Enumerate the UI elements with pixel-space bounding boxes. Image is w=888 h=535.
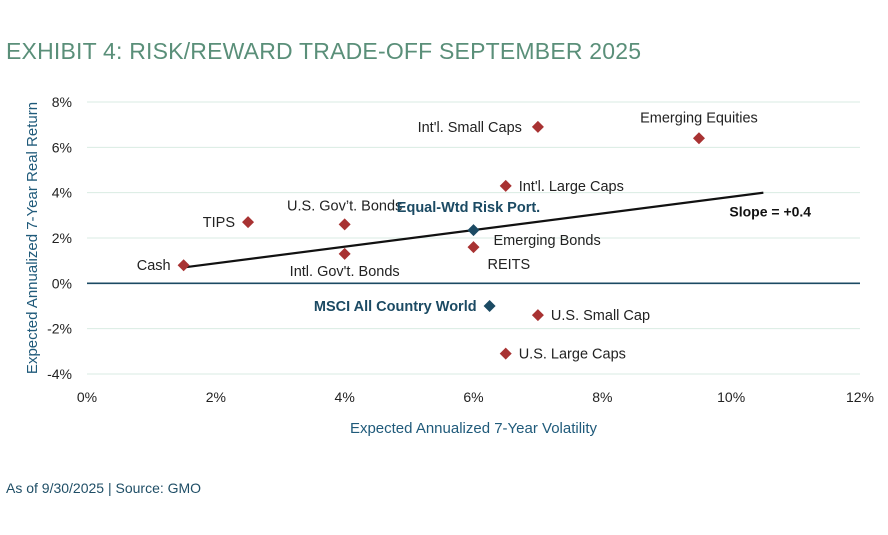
x-tick-label: 10% [717, 389, 745, 405]
point-u-s-large-caps [499, 347, 512, 360]
label-tips: TIPS [203, 215, 235, 231]
label-int-l-small-caps: Int'l. Small Caps [418, 120, 522, 136]
y-axis-label: Expected Annualized 7-Year Real Return [24, 102, 41, 374]
label-u-s-gov-t-bonds: U.S. Gov’t. Bonds [287, 198, 402, 214]
point-msci-all-country-world [483, 300, 496, 312]
y-tick-label: -2% [47, 321, 72, 337]
grid-lines [87, 101, 860, 375]
x-tick-label: 12% [846, 389, 874, 405]
x-tick-label: 0% [77, 389, 97, 405]
point-intl-gov-t-bonds [338, 247, 351, 260]
x-tick-label: 2% [206, 389, 226, 405]
label-reits: REITS [488, 257, 531, 273]
point-u-s-gov-t-bonds [338, 218, 351, 231]
axes: -4% -2% 0% 2% 4% 6% 8% 0% 2% 4% 6% 8% 10% 12% [47, 94, 874, 405]
x-tick-label: 8% [592, 389, 612, 405]
y-tick-label: 4% [52, 185, 72, 201]
y-tick-label: 8% [52, 94, 72, 110]
point-emerging-equities [692, 132, 705, 145]
source-footnote: As of 9/30/2025 | Source: GMO [6, 480, 202, 496]
x-tick-label: 4% [335, 389, 355, 405]
data-points: Cash TIPS U.S. Gov’t. Bonds Intl. Gov't. Bo… [137, 110, 758, 362]
y-tick-label: 2% [52, 230, 72, 246]
point-int-l-small-caps [531, 120, 544, 133]
chart-title: EXHIBIT 4: RISK/REWARD TRADE-OFF SEPTEMB… [6, 38, 642, 64]
label-cash: Cash [137, 258, 171, 274]
point-tips [242, 216, 255, 229]
label-intl-gov-t-bonds: Intl. Gov't. Bonds [290, 264, 400, 280]
y-tick-label: 6% [52, 139, 72, 155]
label-u-s-large-caps: U.S. Large Caps [519, 347, 626, 363]
point-int-l-large-caps [499, 179, 512, 192]
y-tick-label: 0% [52, 275, 72, 291]
point-equal-wtd-risk-port [467, 224, 480, 237]
label-msci-all-country-world: MSCI All Country World [314, 299, 477, 315]
x-axis-label: Expected Annualized 7-Year Volatility [350, 420, 598, 437]
point-u-s-small-cap [531, 309, 544, 322]
label-equal-wtd-risk-port: Equal-Wtd Risk Port. [397, 200, 540, 216]
label-emerging-equities: Emerging Equities [640, 110, 758, 126]
label-emerging-bonds: Emerging Bonds [494, 233, 601, 249]
label-u-s-small-cap: U.S. Small Cap [551, 308, 650, 324]
point-emerging-bonds [467, 241, 480, 254]
label-int-l-large-caps: Int'l. Large Caps [519, 179, 624, 195]
slope-label: Slope = +0.4 [729, 204, 811, 220]
x-tick-label: 6% [463, 389, 483, 405]
point-cash [177, 259, 190, 272]
y-tick-label: -4% [47, 366, 72, 382]
